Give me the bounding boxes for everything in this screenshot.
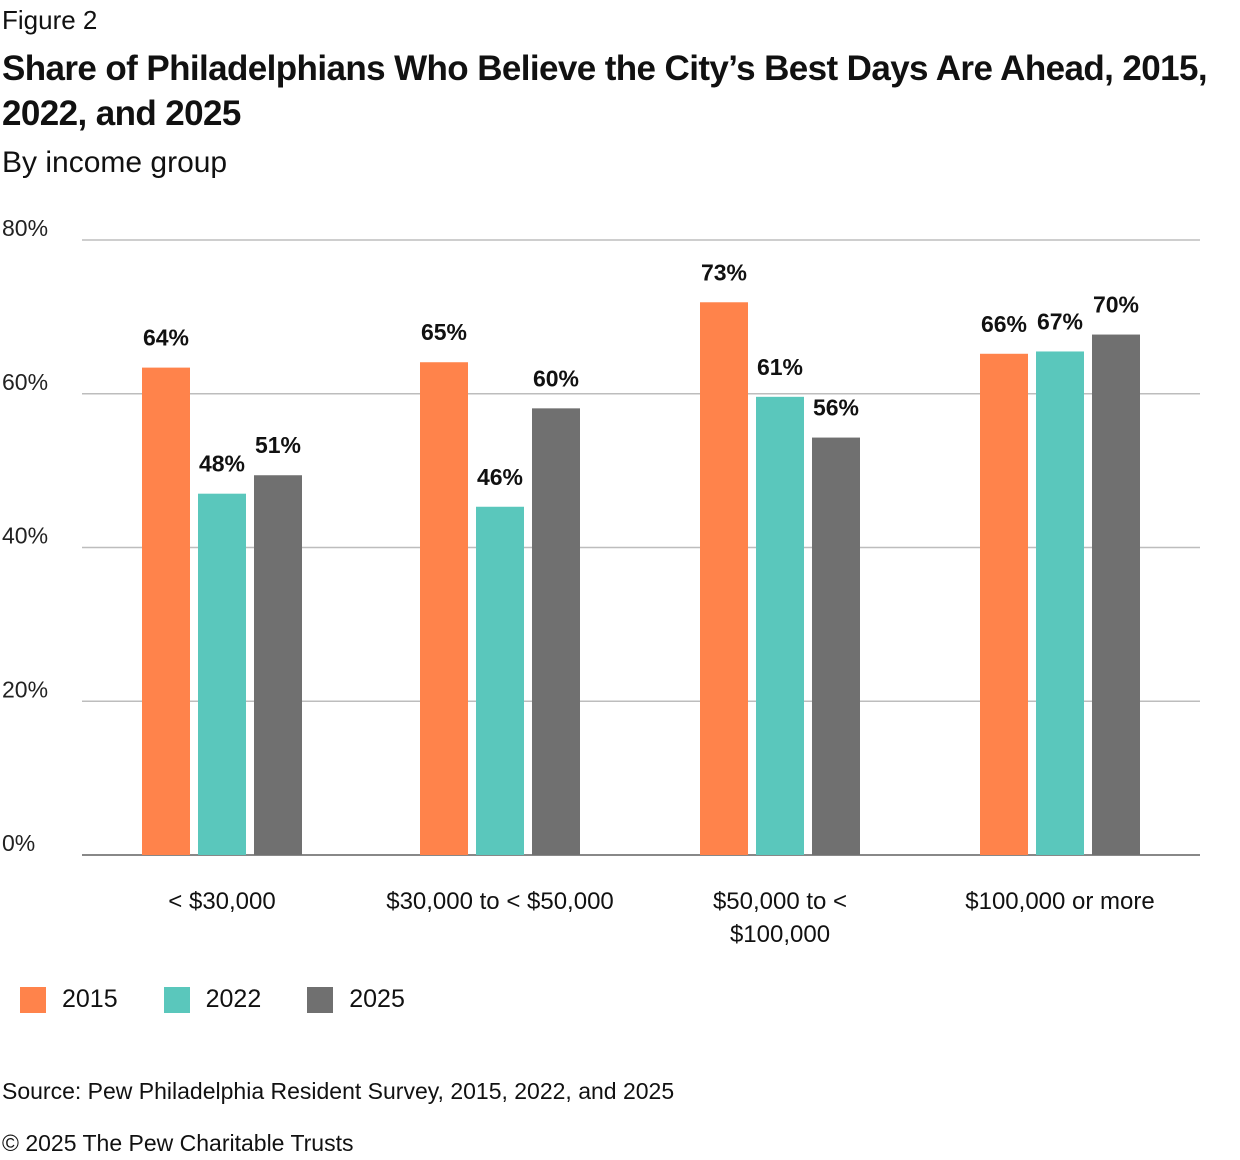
copyright-note: © 2025 The Pew Charitable Trusts xyxy=(2,1130,354,1156)
x-category-label: $30,000 to < $50,000 xyxy=(386,888,614,915)
chart-legend: 2015 2022 2025 xyxy=(20,985,451,1014)
bar-2025 xyxy=(1092,334,1140,855)
chart-subtitle: By income group xyxy=(2,146,228,179)
x-category-label: < $30,000 xyxy=(168,888,275,915)
x-category-label: $100,000 xyxy=(730,921,830,948)
y-tick-label: 80% xyxy=(2,215,48,241)
data-label: 64% xyxy=(143,325,189,351)
bar-2025 xyxy=(812,437,860,855)
figure-label: Figure 2 xyxy=(2,5,98,35)
data-label: 61% xyxy=(757,354,803,380)
bar-2022 xyxy=(756,396,804,855)
legend-item-2015: 2015 xyxy=(20,985,118,1014)
data-label: 65% xyxy=(421,319,467,345)
data-label: 56% xyxy=(813,395,859,421)
bar-2015 xyxy=(142,367,190,855)
legend-swatch-2025 xyxy=(307,986,334,1013)
x-category-label: $50,000 to < xyxy=(713,888,847,915)
bar-2015 xyxy=(700,302,748,855)
data-label: 73% xyxy=(701,259,747,285)
data-label: 67% xyxy=(1037,308,1083,334)
legend-item-2025: 2025 xyxy=(307,985,405,1014)
bar-2022 xyxy=(198,493,246,855)
bar-2025 xyxy=(254,475,302,855)
legend-swatch-2022 xyxy=(163,986,190,1013)
legend-label-2015: 2015 xyxy=(62,985,118,1013)
data-label: 60% xyxy=(533,365,579,391)
legend-swatch-2015 xyxy=(20,986,46,1013)
legend-label-2022: 2022 xyxy=(205,985,262,1013)
data-label: 66% xyxy=(981,311,1027,337)
data-label: 70% xyxy=(1093,292,1139,318)
bar-chart: 0% 20% 40% 60% 80% 64% 65% 73% 66% 48% 46% 61% 67% 51… xyxy=(2,215,1200,948)
y-tick-label: 20% xyxy=(2,676,48,702)
y-tick-label: 0% xyxy=(2,830,35,856)
chart-title: Share of Philadelphians Who Believe the … xyxy=(2,49,1208,133)
bar-2022 xyxy=(476,506,524,855)
legend-item-2022: 2022 xyxy=(163,985,262,1014)
bar-2022 xyxy=(1036,351,1084,855)
data-label: 51% xyxy=(255,432,301,458)
y-tick-label: 60% xyxy=(2,369,48,395)
bar-2015 xyxy=(980,353,1028,855)
source-note: Source: Pew Philadelphia Resident Survey… xyxy=(2,1078,675,1104)
data-label: 46% xyxy=(477,464,523,490)
bar-2015 xyxy=(420,362,468,855)
legend-label-2025: 2025 xyxy=(349,985,405,1013)
y-tick-label: 40% xyxy=(2,523,48,549)
bar-2025 xyxy=(532,408,580,855)
data-label: 48% xyxy=(199,451,245,477)
x-category-label: $100,000 or more xyxy=(965,888,1154,915)
